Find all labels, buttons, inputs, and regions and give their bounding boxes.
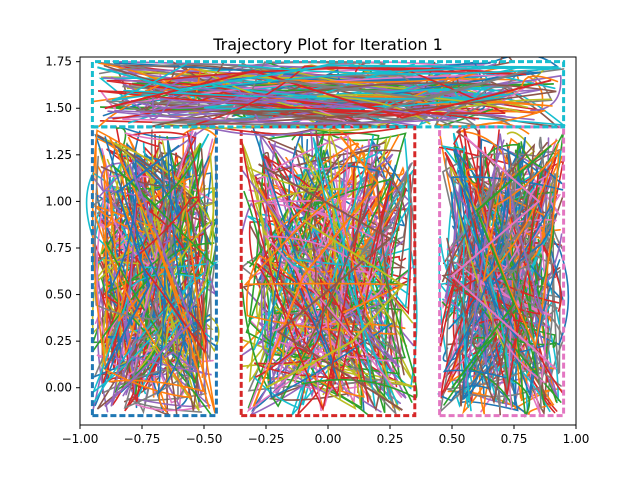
trajectory-line — [255, 277, 369, 403]
trajectory-line — [246, 187, 352, 413]
trajectory-line — [462, 214, 509, 412]
y-tick-label: 1.75 — [45, 55, 72, 69]
series-line-6 — [258, 163, 403, 411]
y-axis: 0.00 0.25 0.50 0.75 1.00 1.25 1.50 1.75 — [45, 55, 80, 395]
x-tick-label: −0.50 — [186, 432, 223, 446]
trajectory-line — [262, 155, 338, 354]
series-line-5 — [104, 163, 193, 408]
trajectory-line — [134, 196, 207, 354]
trajectory-line — [260, 141, 327, 395]
trajectory-line — [131, 259, 212, 376]
trajectory-group-right-column — [437, 122, 570, 419]
trajectory-line — [124, 247, 211, 409]
trajectory-line — [104, 138, 212, 369]
trajectory-line — [444, 187, 563, 326]
trajectory-line — [255, 156, 337, 321]
trajectory-line — [247, 195, 397, 363]
region-edge-trajectory — [438, 125, 566, 418]
series-line-9 — [265, 219, 404, 389]
trajectory-line — [253, 202, 412, 351]
trajectory-line — [107, 140, 185, 309]
trajectory-line — [111, 143, 214, 265]
trajectory-line — [241, 169, 401, 368]
x-tick-label: −0.75 — [124, 432, 161, 446]
trajectory-line — [93, 227, 212, 408]
trajectory-line — [108, 136, 216, 414]
trajectory-line — [240, 178, 393, 408]
x-tick-label: −0.25 — [248, 432, 285, 446]
series-line-8 — [278, 70, 527, 119]
trajectory-line — [465, 221, 531, 338]
trajectory-line — [240, 140, 369, 412]
trajectory-line — [96, 174, 214, 343]
x-tick-label: 0.25 — [377, 432, 404, 446]
trajectory-line — [446, 150, 562, 371]
region-edge-trajectory — [239, 125, 417, 418]
y-tick-label: 0.25 — [45, 334, 72, 348]
plot-area — [85, 57, 570, 419]
trajectory-line — [464, 133, 544, 387]
trajectory-line — [312, 137, 399, 407]
trajectory-line — [264, 154, 412, 370]
x-tick-label: 0.00 — [315, 432, 342, 446]
y-tick-label: 1.00 — [45, 194, 72, 208]
y-tick-label: 1.25 — [45, 148, 72, 162]
region-edge-trajectory — [90, 60, 566, 129]
trajectory-group-top-corridor — [90, 57, 566, 136]
trajectory-line — [465, 148, 560, 348]
x-tick-label: 0.75 — [501, 432, 528, 446]
series-line-3 — [451, 144, 552, 389]
trajectory-line — [303, 171, 405, 376]
trajectory-line — [434, 85, 513, 127]
trajectory-line — [114, 79, 318, 114]
chart-title: Trajectory Plot for Iteration 1 — [212, 35, 443, 54]
series-line-1 — [103, 144, 180, 370]
region-edge-trajectory — [90, 125, 218, 418]
trajectory-line — [328, 132, 408, 400]
trajectory-line — [256, 180, 392, 396]
trajectory-line — [436, 73, 546, 127]
trajectory-line — [442, 180, 510, 379]
trajectory-line — [102, 76, 458, 125]
x-axis: −1.00 −0.75 −0.50 −0.25 0.00 0.25 0.50 0.75 1.00 — [62, 425, 590, 446]
trajectory-group-left-column — [85, 125, 220, 418]
trajectory-line — [269, 211, 393, 399]
series-line-10 — [97, 64, 559, 91]
y-tick-label: 0.75 — [45, 241, 72, 255]
trajectory-line — [105, 205, 209, 385]
trajectory-line — [243, 190, 406, 330]
trajectory-line — [224, 97, 355, 128]
x-tick-label: 0.50 — [439, 432, 466, 446]
trajectory-line — [548, 173, 563, 375]
trajectory-line — [248, 172, 313, 383]
trajectory-line — [301, 257, 418, 399]
trajectory-line — [291, 162, 343, 412]
y-tick-label: 0.50 — [45, 288, 72, 302]
trajectory-line — [259, 187, 343, 391]
series-line-7 — [450, 135, 557, 370]
trajectory-line — [276, 131, 379, 375]
trajectory-line — [100, 162, 151, 202]
trajectory-line — [482, 143, 559, 283]
trajectory-line — [104, 136, 193, 396]
trajectory-line — [117, 175, 180, 322]
x-tick-label: −1.00 — [62, 432, 99, 446]
trajectory-line — [165, 152, 215, 384]
trajectory-line — [449, 167, 499, 375]
trajectory-line — [253, 333, 376, 379]
y-tick-label: 1.50 — [45, 101, 72, 115]
trajectory-line — [267, 131, 392, 226]
trajectory-line — [102, 155, 122, 362]
y-tick-label: 0.00 — [45, 381, 72, 395]
trajectory-line — [275, 142, 360, 231]
series-line-2 — [252, 135, 379, 407]
trajectory-line — [94, 155, 164, 350]
trajectory-line — [253, 134, 375, 409]
trajectory-line — [462, 216, 503, 401]
trajectory-line — [111, 63, 561, 102]
x-tick-label: 1.00 — [563, 432, 590, 446]
